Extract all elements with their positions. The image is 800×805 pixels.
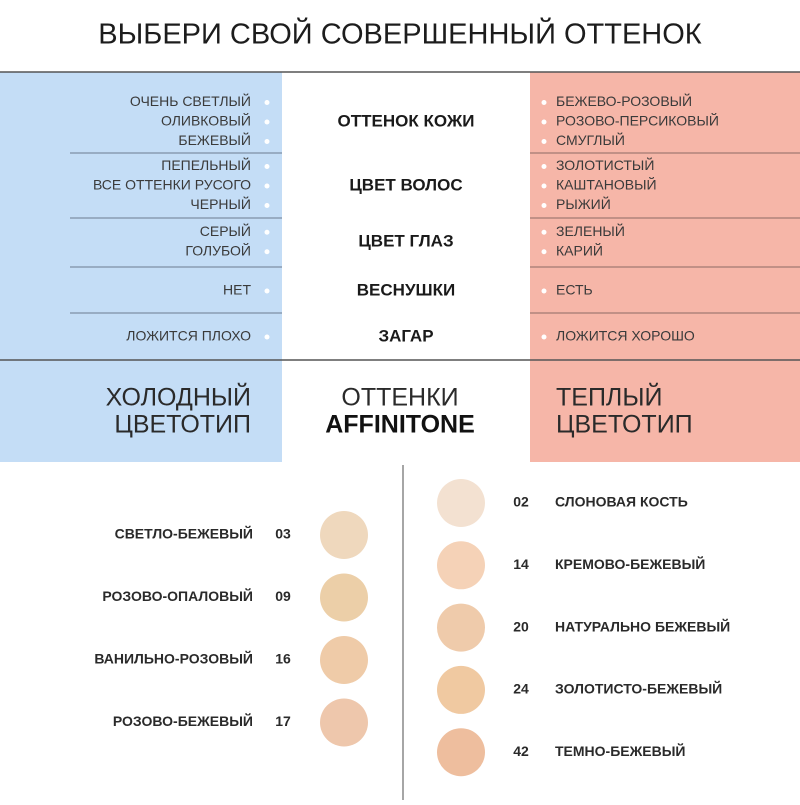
row-label: ЦВЕТ ВОЛОС xyxy=(349,175,462,194)
bullet xyxy=(541,164,547,169)
bullet xyxy=(541,288,547,294)
cold-trait: ОЛИВКОВЫЙ xyxy=(161,112,251,129)
bullet xyxy=(264,203,270,208)
bullet xyxy=(264,249,270,255)
shade-name: НАТУРАЛЬНО БЕЖЕВЫЙ xyxy=(555,617,730,634)
cold-trait: НЕТ xyxy=(223,282,251,298)
shade-swatch xyxy=(320,511,368,559)
shade-name: ТЕМНО-БЕЖЕВЫЙ xyxy=(555,742,685,759)
warm-trait: РОЗОВО-ПЕРСИКОВЫЙ xyxy=(556,112,719,129)
warm-trait: БЕЖЕВО-РОЗОВЫЙ xyxy=(556,92,692,109)
warm-trait: КАРИЙ xyxy=(556,241,603,258)
shade-name: РОЗОВО-БЕЖЕВЫЙ xyxy=(113,712,253,729)
title: ВЫБЕРИ СВОЙ СОВЕРШЕННЫЙ ОТТЕНОК xyxy=(98,17,702,51)
shade-swatch xyxy=(320,698,368,747)
shade-swatch xyxy=(437,665,485,714)
bullet xyxy=(264,334,270,340)
warm-trait: ЗЕЛЕНЫЙ xyxy=(556,222,625,239)
bullet xyxy=(541,119,547,125)
shade-name: СВЕТЛО-БЕЖЕВЫЙ xyxy=(115,525,253,542)
warm-trait: ЗОЛОТИСТЫЙ xyxy=(556,156,654,173)
warm-type: ЦВЕТОТИП xyxy=(556,411,693,439)
shade-code: 09 xyxy=(275,588,291,604)
bullet xyxy=(264,119,270,125)
shade-code: 03 xyxy=(275,526,291,542)
warm-trait: КАШТАНОВЫЙ xyxy=(556,176,657,193)
shade-name: ЗОЛОТИСТО-БЕЖЕВЫЙ xyxy=(555,680,722,697)
shade-swatch xyxy=(320,573,368,622)
row-label: ЗАГАР xyxy=(378,326,433,345)
shade-code: 42 xyxy=(513,743,529,759)
bullet xyxy=(541,100,547,105)
warm-trait: ЛОЖИТСЯ ХОРОШО xyxy=(556,328,695,344)
shade-code: 16 xyxy=(275,651,291,667)
warm-trait: СМУГЛЫЙ xyxy=(556,131,625,148)
cold-trait: ГОЛУБОЙ xyxy=(185,241,251,258)
shade-name: СЛОНОВАЯ КОСТЬ xyxy=(555,494,688,510)
cold-trait: БЕЖЕВЫЙ xyxy=(178,131,251,148)
shade-name: РОЗОВО-ОПАЛОВЫЙ xyxy=(102,587,253,604)
cold-trait: ЧЕРНЫЙ xyxy=(190,195,251,212)
bullet xyxy=(541,334,547,340)
cold-type: ХОЛОДНЫЙ xyxy=(106,382,251,412)
bullet xyxy=(541,203,547,208)
bullet xyxy=(541,139,547,144)
shade-swatch xyxy=(437,479,485,527)
row-label: ВЕСНУШКИ xyxy=(357,280,455,299)
shade-name: ВАНИЛЬНО-РОЗОВЫЙ xyxy=(94,650,253,667)
cold-trait: ОЧЕНЬ СВЕТЛЫЙ xyxy=(130,92,251,109)
shade-swatch xyxy=(437,541,485,590)
cold-trait: ВСЕ ОТТЕНКИ РУСОГО xyxy=(93,177,251,193)
shade-code: 14 xyxy=(513,556,529,572)
bullet xyxy=(264,164,270,169)
row-label: ЦВЕТ ГЛАЗ xyxy=(358,231,453,250)
shade-swatch xyxy=(437,603,485,652)
bullet xyxy=(541,183,547,189)
shade-swatch xyxy=(437,728,485,777)
shade-code: 17 xyxy=(275,713,291,729)
bullet xyxy=(541,249,547,255)
warm-trait: ЕСТЬ xyxy=(556,282,593,298)
bullet xyxy=(264,288,270,294)
center-type: ОТТЕНКИ xyxy=(341,384,458,412)
bullet xyxy=(264,100,270,105)
warm-trait: РЫЖИЙ xyxy=(556,195,611,212)
center-type: AFFINITONE xyxy=(325,411,475,439)
row-label: ОТТЕНОК КОЖИ xyxy=(338,111,475,130)
shade-code: 24 xyxy=(513,681,529,697)
cold-trait: СЕРЫЙ xyxy=(200,222,251,239)
cold-type: ЦВЕТОТИП xyxy=(114,411,251,439)
cold-trait: ЛОЖИТСЯ ПЛОХО xyxy=(126,328,251,344)
shade-code: 20 xyxy=(513,618,529,634)
warm-type: ТЕПЛЫЙ xyxy=(556,382,662,412)
bullet xyxy=(264,183,270,189)
bullet xyxy=(264,139,270,144)
bullet xyxy=(541,229,547,235)
shade-name: КРЕМОВО-БЕЖЕВЫЙ xyxy=(555,555,705,572)
cold-trait: ПЕПЕЛЬНЫЙ xyxy=(161,156,251,173)
shade-swatch xyxy=(320,636,368,684)
shade-code: 02 xyxy=(513,494,529,510)
bullet xyxy=(264,229,270,235)
